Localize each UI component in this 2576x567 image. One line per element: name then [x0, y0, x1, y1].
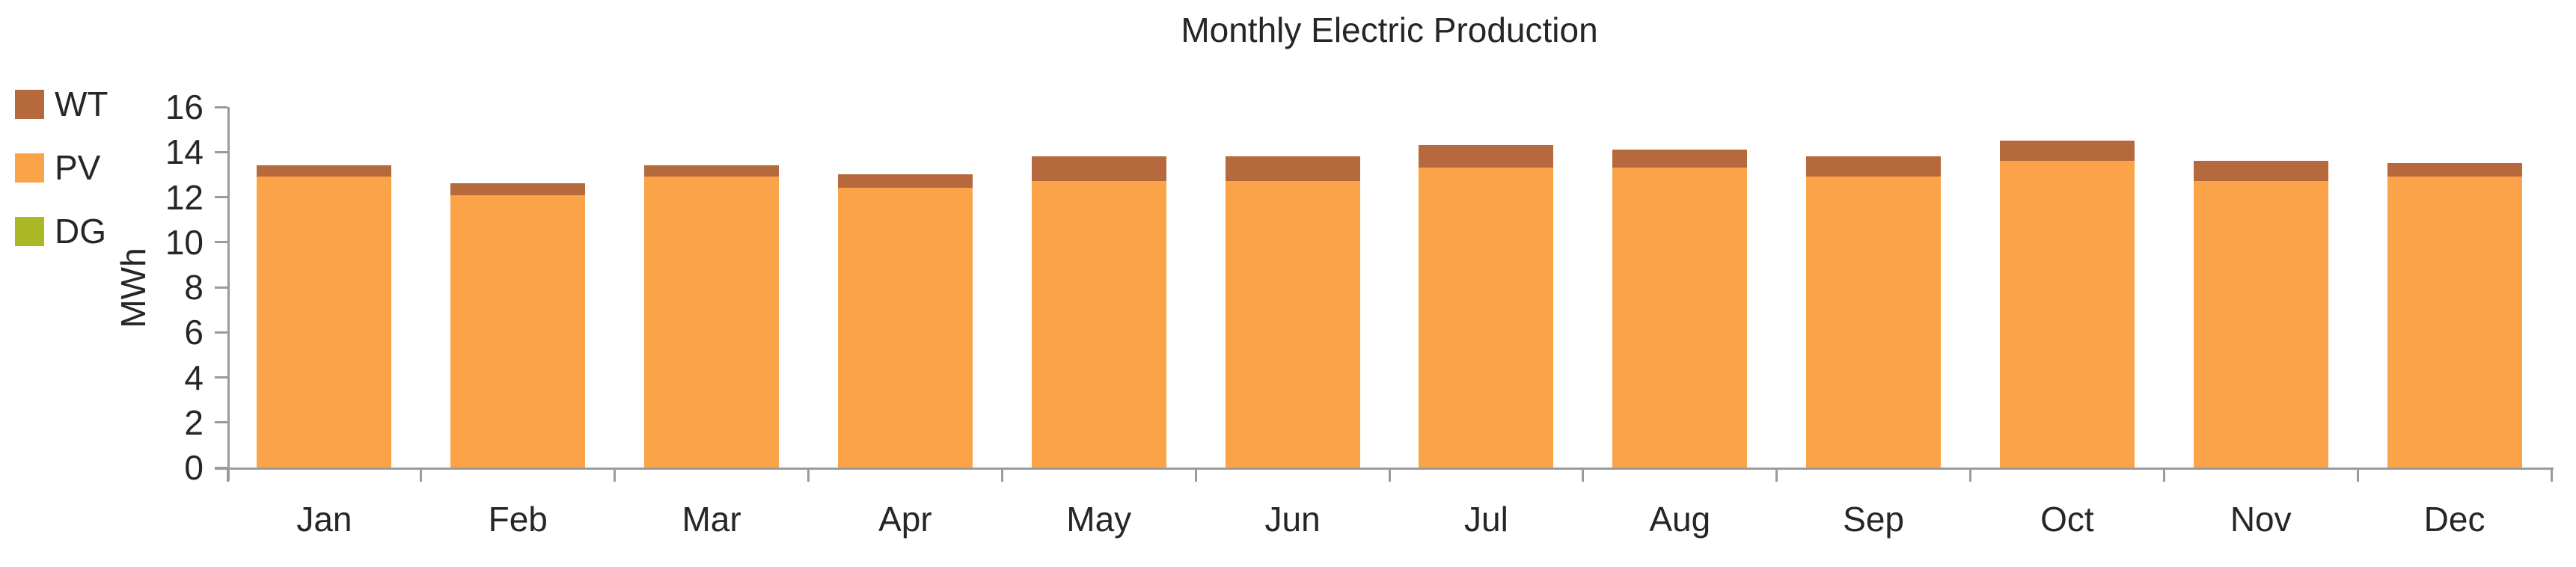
x-axis-tick [2162, 470, 2165, 482]
x-axis-tick [1775, 470, 1778, 482]
bar-segment-pv-dec [2387, 177, 2522, 468]
x-axis-label-jun: Jun [1264, 500, 1321, 539]
x-axis-tick [2550, 470, 2553, 482]
x-axis-label-jul: Jul [1464, 500, 1508, 539]
x-axis-tick [1388, 470, 1391, 482]
y-tick-label: 0 [184, 448, 204, 487]
bar-oct [1999, 141, 2135, 468]
y-axis-tick [215, 421, 227, 424]
bar-mar [644, 165, 780, 468]
bar-nov [2193, 161, 2328, 468]
bar-segment-pv-oct [1999, 161, 2135, 468]
legend-item-wt: WT [15, 85, 108, 123]
x-axis-label-dec: Dec [2423, 500, 2485, 539]
bar-segment-pv-may [1031, 181, 1166, 468]
bar-segment-wt-sep [1806, 156, 1942, 177]
y-axis-line [227, 107, 230, 481]
bar-segment-wt-may [1031, 156, 1166, 182]
bar-segment-pv-jun [1225, 181, 1360, 468]
x-axis-label-jan: Jan [296, 500, 352, 539]
bar-sep [1806, 156, 1942, 468]
bar-segment-wt-jan [257, 165, 392, 177]
x-axis-tick [1582, 470, 1585, 482]
x-axis-tick [807, 470, 810, 482]
y-axis-tick [215, 105, 227, 108]
y-axis-tick [215, 196, 227, 198]
y-tick-label: 10 [165, 222, 204, 262]
x-axis-tick [614, 470, 617, 482]
bar-segment-wt-oct [1999, 141, 2135, 162]
x-axis-tick [1194, 470, 1197, 482]
x-axis-label-feb: Feb [488, 500, 548, 539]
bar-segment-wt-nov [2193, 161, 2328, 182]
y-axis-tick [215, 241, 227, 244]
bar-may [1031, 156, 1166, 468]
x-axis-tick [1969, 470, 1971, 482]
x-axis-tick [420, 470, 423, 482]
bar-segment-pv-aug [1612, 168, 1748, 468]
bar-jul [1419, 145, 1554, 468]
x-axis-label-may: May [1066, 500, 1132, 539]
bar-segment-pv-mar [644, 177, 780, 468]
legend-swatch-wt-icon [15, 89, 44, 119]
x-axis-tick [226, 470, 229, 482]
legend-swatch-pv-icon [15, 153, 44, 183]
y-tick-label: 2 [184, 402, 204, 442]
x-axis-line [215, 468, 2554, 470]
legend-swatch-dg-icon [15, 216, 44, 246]
legend-label-pv: PV [55, 148, 101, 187]
bar-segment-pv-nov [2193, 181, 2328, 468]
bar-segment-pv-jan [257, 177, 392, 468]
x-axis-tick [1000, 470, 1003, 482]
bar-jan [257, 165, 392, 468]
y-axis-tick [215, 466, 227, 469]
bar-aug [1612, 150, 1748, 468]
bar-jun [1225, 156, 1360, 468]
y-axis-tick [215, 376, 227, 378]
bar-segment-pv-feb [450, 194, 586, 468]
x-axis-label-aug: Aug [1649, 500, 1711, 539]
bar-segment-wt-aug [1612, 150, 1748, 168]
legend-label-wt: WT [55, 85, 108, 123]
bar-segment-pv-apr [837, 188, 973, 468]
plot-area: 0 2 4 6 8 10 12 14 16 Jan Feb Mar Apr May Jun Jul Aug Sep… [165, 89, 2554, 539]
x-axis-label-mar: Mar [682, 500, 741, 539]
y-axis-tick [215, 286, 227, 289]
chart-title: Monthly Electric Production [1181, 10, 1598, 49]
bar-apr [837, 174, 973, 468]
y-tick-label: 8 [184, 268, 204, 307]
x-axis-tick [2356, 470, 2359, 482]
y-tick-label: 6 [184, 313, 204, 352]
bar-segment-wt-jun [1225, 156, 1360, 182]
y-tick-label: 16 [165, 88, 204, 126]
legend-item-dg: DG [15, 212, 108, 251]
bar-segment-wt-dec [2387, 163, 2522, 177]
chart-legend: WT PV DG [15, 85, 108, 280]
x-axis-label-nov: Nov [2230, 500, 2292, 539]
x-axis-label-oct: Oct [2040, 500, 2094, 539]
legend-item-pv: PV [15, 148, 108, 187]
bar-segment-wt-mar [644, 165, 780, 177]
bar-segment-pv-sep [1806, 177, 1942, 468]
bar-dec [2387, 163, 2522, 468]
x-axis-label-apr: Apr [878, 500, 932, 539]
y-tick-label: 14 [165, 132, 204, 172]
y-tick-label: 12 [165, 177, 204, 217]
bar-feb [450, 183, 586, 468]
x-axis-label-sep: Sep [1843, 500, 1904, 539]
bar-segment-wt-jul [1419, 145, 1554, 168]
bar-segment-wt-apr [837, 174, 973, 189]
legend-label-dg: DG [55, 212, 106, 251]
bar-segment-wt-feb [450, 183, 586, 195]
y-tick-label: 4 [184, 358, 204, 397]
y-axis-tick [215, 331, 227, 334]
y-axis-tick [215, 150, 227, 153]
bar-segment-pv-jul [1419, 168, 1554, 468]
